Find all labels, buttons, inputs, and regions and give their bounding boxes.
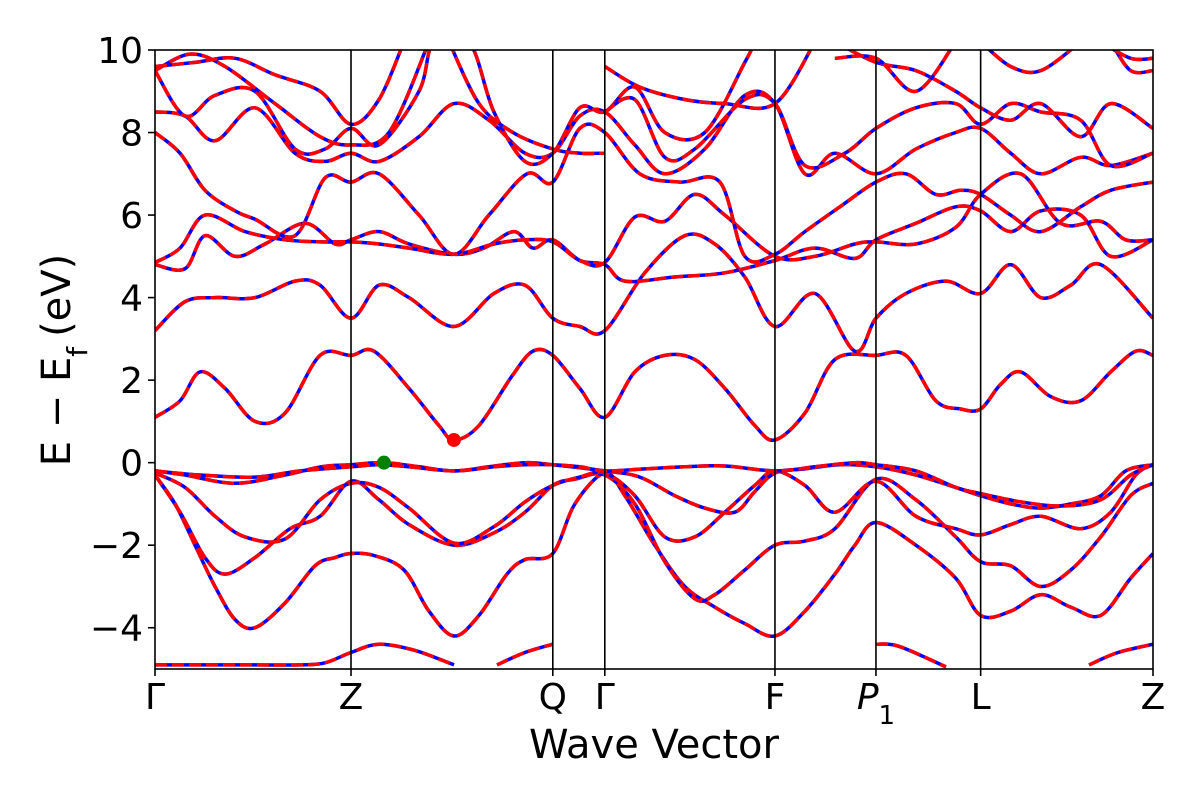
band-13 xyxy=(155,122,1153,264)
band-line-dashed xyxy=(155,122,1153,264)
band-8 xyxy=(155,460,1153,508)
band-line-solid xyxy=(155,89,1153,178)
x-tick-label: L xyxy=(971,677,991,718)
y-axis-title: E − Ef (eV) xyxy=(34,254,94,467)
x-axis-title: Wave Vector xyxy=(529,722,780,768)
y-tick-label: 6 xyxy=(120,196,143,237)
band-2 xyxy=(875,642,947,669)
band-line-dashed xyxy=(155,347,1153,443)
band-1 xyxy=(496,642,554,667)
band-line-dashed xyxy=(875,642,947,669)
y-axis-title-unit: (eV) xyxy=(34,254,80,337)
band-6 xyxy=(155,463,1153,546)
band-23 xyxy=(987,50,1074,75)
band-line-solid xyxy=(450,50,605,156)
band-line-solid xyxy=(603,50,813,111)
y-axis-ticks: −4 −2 0 2 4 6 8 10 xyxy=(90,31,155,650)
band-line-solid xyxy=(155,232,1153,354)
band-11 xyxy=(155,204,1153,284)
band-25 xyxy=(1110,50,1153,62)
band-line-dashed xyxy=(450,50,605,156)
band-19 xyxy=(155,50,403,127)
y-tick-label: −4 xyxy=(90,609,143,650)
y-tick-label: 2 xyxy=(120,361,143,402)
band-line-solid xyxy=(155,471,1153,603)
band-line-dashed xyxy=(155,50,428,147)
x-tick-label: Z xyxy=(1141,677,1166,718)
band-line-solid xyxy=(875,642,947,669)
band-5 xyxy=(155,471,1153,603)
band-line-dashed xyxy=(155,232,1153,354)
y-tick-label: 4 xyxy=(120,279,143,320)
y-tick-label: 0 xyxy=(120,444,143,485)
band-line-dashed xyxy=(155,642,455,667)
x-axis-ticks: Γ Z Q Γ F P1 L Z xyxy=(145,669,1165,731)
band-18 xyxy=(603,92,1153,170)
x-tick-label: Γ xyxy=(145,677,165,718)
band-line-dashed xyxy=(155,89,1153,178)
band-20 xyxy=(603,50,813,111)
band-9 xyxy=(155,347,1153,443)
band-line-dashed xyxy=(155,471,1153,603)
x-tick-label: Z xyxy=(339,677,364,718)
band-line-solid xyxy=(155,50,428,147)
y-tick-label: 8 xyxy=(120,114,143,155)
y-tick-label: −2 xyxy=(90,526,143,567)
band-line-dashed xyxy=(1110,50,1153,62)
x-tick-label: Γ xyxy=(595,677,615,718)
band-21 xyxy=(846,50,1153,139)
x-tick-label: Q xyxy=(539,677,567,718)
cbm-marker xyxy=(446,432,461,447)
band-line-dashed xyxy=(155,460,1153,508)
band-line-dashed xyxy=(155,463,1153,546)
x-tick-label: P1 xyxy=(857,677,895,731)
band-3 xyxy=(1088,642,1153,667)
band-16 xyxy=(155,50,428,147)
band-0 xyxy=(155,642,455,667)
band-22 xyxy=(834,50,953,94)
plot-frame xyxy=(154,49,1154,670)
band-line-dashed xyxy=(1113,50,1153,75)
band-17 xyxy=(450,50,605,156)
band-line-dashed xyxy=(1088,642,1153,667)
high-symmetry-lines xyxy=(350,50,982,669)
x-tick-label: F xyxy=(765,677,786,718)
svg-text:E − Ef(eV): E − Ef (eV) xyxy=(34,254,94,467)
y-axis-title-sub: f xyxy=(61,346,94,357)
band-line-dashed xyxy=(603,50,813,111)
vbm-marker xyxy=(376,455,391,470)
band-14 xyxy=(155,89,1153,178)
band-line-dashed xyxy=(834,50,953,94)
band-24 xyxy=(1113,50,1153,75)
y-tick-label: 10 xyxy=(97,31,143,72)
band-line-dashed xyxy=(987,50,1074,75)
band-line-dashed xyxy=(155,50,754,167)
band-10 xyxy=(155,232,1153,354)
band-line-solid xyxy=(155,463,1153,546)
y-axis-title-main: E − E xyxy=(34,357,80,467)
band-line-dashed xyxy=(496,642,554,667)
markers-layer xyxy=(376,432,461,470)
band-line-dashed xyxy=(603,92,1153,170)
band-line-dashed xyxy=(155,50,403,127)
band-15 xyxy=(155,50,754,167)
band-line-dashed xyxy=(846,50,1153,139)
bands-layer xyxy=(155,50,1153,669)
band-line-solid xyxy=(155,347,1153,443)
band-line-dashed xyxy=(155,204,1153,284)
